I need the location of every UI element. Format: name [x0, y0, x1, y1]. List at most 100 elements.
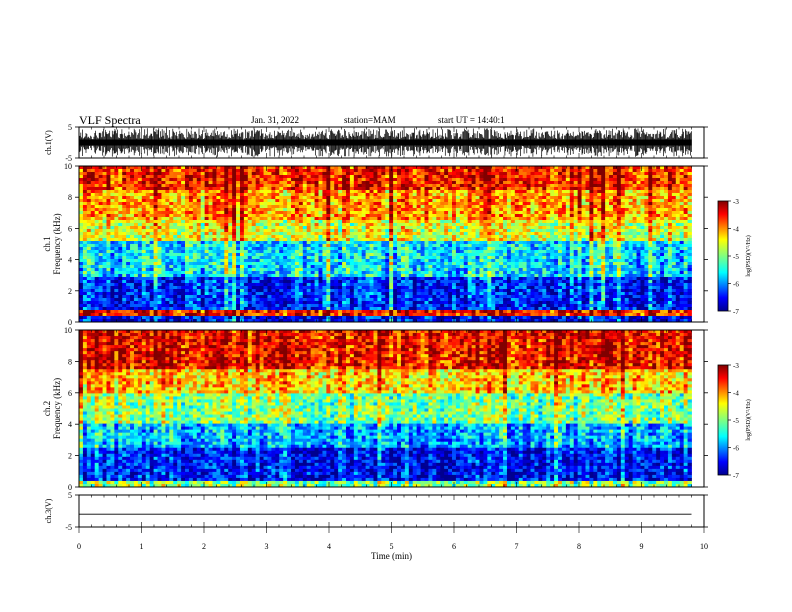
- psd-cell: [420, 205, 425, 209]
- psd-cell: [424, 241, 429, 245]
- psd-cell: [558, 223, 563, 227]
- psd-cell: [440, 184, 445, 188]
- psd-cell: [616, 199, 622, 203]
- psd-cell: [247, 220, 253, 224]
- psd-cell: [236, 193, 241, 197]
- psd-cell: [510, 187, 516, 191]
- psd-cell: [334, 253, 339, 257]
- psd-cell: [432, 187, 437, 191]
- psd-cell: [236, 211, 241, 215]
- psd-cell: [185, 199, 190, 203]
- psd-cell: [463, 172, 469, 176]
- psd-cell: [526, 214, 531, 218]
- psd-cell: [267, 241, 272, 245]
- psd-cell: [514, 217, 520, 221]
- psd-cell: [126, 175, 131, 179]
- psd-cell: [302, 205, 308, 209]
- psd-cell: [397, 247, 402, 251]
- psd-cell: [542, 190, 547, 194]
- psd-cell: [133, 256, 139, 260]
- psd-cell: [192, 232, 198, 236]
- psd-cell: [408, 244, 414, 248]
- psd-cell: [369, 256, 374, 260]
- psd-cell: [330, 172, 335, 176]
- psd-cell: [424, 217, 429, 221]
- psd-cell: [118, 250, 123, 254]
- psd-cell: [416, 175, 421, 179]
- psd-cell: [593, 226, 598, 230]
- psd-cell: [302, 211, 308, 215]
- psd-cell: [322, 181, 327, 185]
- psd-cell: [86, 238, 92, 242]
- psd-cell: [283, 226, 288, 230]
- psd-cell: [593, 193, 598, 197]
- psd-cell: [342, 232, 347, 236]
- psd-cell: [177, 226, 182, 230]
- psd-cell: [609, 181, 614, 185]
- psd-cell: [377, 211, 382, 215]
- psd-cell: [648, 220, 653, 224]
- psd-cell: [90, 238, 96, 242]
- psd-cell: [310, 211, 315, 215]
- psd-cell: [251, 241, 257, 245]
- psd-cell: [561, 214, 567, 218]
- psd-cell: [173, 178, 178, 182]
- psd-cell: [526, 217, 531, 221]
- psd-cell: [287, 256, 292, 260]
- psd-cell: [345, 178, 351, 182]
- psd-cell: [145, 199, 151, 203]
- psd-cell: [220, 253, 225, 257]
- psd-cell: [326, 205, 331, 209]
- psd-cell: [306, 166, 312, 170]
- psd-cell: [573, 214, 579, 218]
- psd-cell: [326, 199, 331, 203]
- psd-cell: [361, 244, 367, 248]
- psd-cell: [530, 244, 535, 248]
- psd-cell: [397, 172, 402, 176]
- psd-cell: [400, 220, 406, 224]
- psd-cell: [605, 235, 610, 239]
- psd-cell: [302, 190, 308, 194]
- psd-cell: [385, 211, 390, 215]
- psd-cell: [243, 184, 249, 188]
- psd-cell: [640, 229, 645, 233]
- psd-cell: [538, 229, 543, 233]
- psd-cell: [188, 190, 194, 194]
- psd-cell: [565, 172, 571, 176]
- psd-cell: [636, 202, 641, 206]
- psd-cell: [609, 178, 614, 182]
- psd-cell: [149, 241, 154, 245]
- psd-cell: [475, 244, 480, 248]
- psd-cell: [554, 247, 559, 251]
- psd-cell: [499, 190, 504, 194]
- psd-cell: [208, 184, 213, 188]
- psd-cell: [236, 220, 241, 224]
- psd-cell: [267, 205, 272, 209]
- psd-cell: [330, 256, 335, 260]
- psd-cell: [428, 169, 433, 173]
- psd-cell: [255, 256, 261, 260]
- psd-cell: [232, 175, 237, 179]
- psd-cell: [546, 205, 551, 209]
- psd-cell: [228, 235, 233, 239]
- psd-cell: [577, 202, 582, 206]
- psd-cell: [365, 214, 370, 218]
- psd-cell: [381, 226, 386, 230]
- psd-cell: [550, 187, 555, 191]
- psd-cell: [471, 253, 476, 257]
- psd-cell: [432, 223, 437, 227]
- psd-cell: [679, 202, 685, 206]
- psd-cell: [538, 199, 543, 203]
- psd-cell: [397, 169, 402, 173]
- psd-cell: [79, 193, 84, 197]
- psd-cell: [239, 250, 245, 254]
- psd-cell: [306, 241, 312, 245]
- psd-cell: [381, 181, 386, 185]
- psd-cell: [251, 244, 257, 248]
- psd-cell: [628, 169, 634, 173]
- psd-cell: [334, 232, 339, 236]
- psd-cell: [224, 190, 229, 194]
- psd-cell: [408, 175, 414, 179]
- psd-cell: [90, 235, 96, 239]
- psd-cell: [145, 214, 151, 218]
